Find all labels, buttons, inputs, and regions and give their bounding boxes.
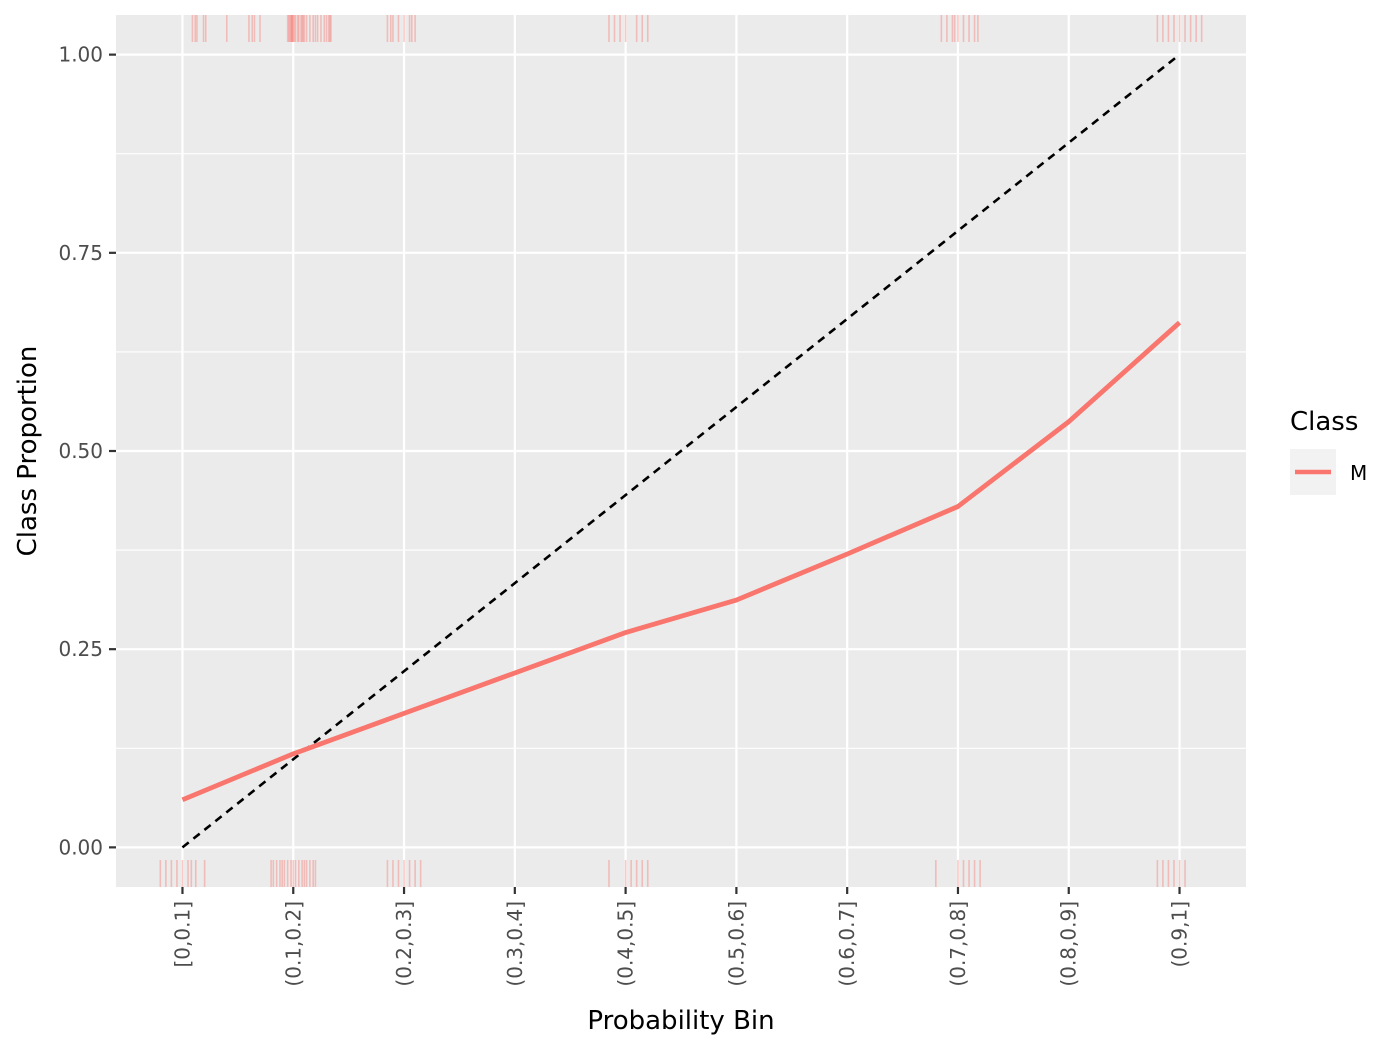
x-tick-label: (0.7,0.8]	[946, 901, 970, 987]
x-tick-label: (0.3,0.4]	[503, 901, 527, 987]
y-tick-label: 0.50	[58, 439, 103, 463]
x-tick-label: (0.6,0.7]	[835, 901, 859, 987]
x-tick-label: (0.1,0.2]	[281, 901, 305, 987]
rug-bottom	[159, 860, 1186, 887]
y-tick-label: 0.25	[58, 637, 103, 661]
legend: Class M	[1290, 407, 1367, 495]
y-axis-title: Class Proportion	[13, 346, 43, 557]
y-tick-label: 0.75	[58, 241, 103, 265]
legend-title: Class	[1290, 407, 1358, 437]
x-tick-label: [0,0.1]	[170, 901, 194, 968]
x-tick-label: (0.9,1]	[1168, 901, 1192, 968]
y-tick-label: 0.00	[58, 835, 103, 859]
y-tick-label: 1.00	[58, 43, 103, 67]
legend-label-m: M	[1350, 461, 1367, 485]
x-axis-ticks: [0,0.1] (0.1,0.2] (0.2,0.3] (0.3,0.4] (0.4,0…	[170, 887, 1192, 987]
x-tick-label: (0.8,0.9]	[1057, 901, 1081, 987]
x-tick-label: (0.5,0.6]	[724, 901, 748, 987]
x-axis-title: Probability Bin	[587, 1006, 774, 1036]
x-tick-label: (0.4,0.5]	[614, 901, 638, 987]
reference-line-group	[181, 53, 1181, 849]
y-axis-ticks: 0.00 0.25 0.50 0.75 1.00	[58, 43, 116, 859]
series-group	[181, 320, 1182, 803]
x-tick-label: (0.2,0.3]	[392, 901, 416, 987]
series-line-m	[181, 320, 1182, 803]
reference-line	[181, 53, 1181, 849]
rug-top	[191, 15, 1203, 42]
